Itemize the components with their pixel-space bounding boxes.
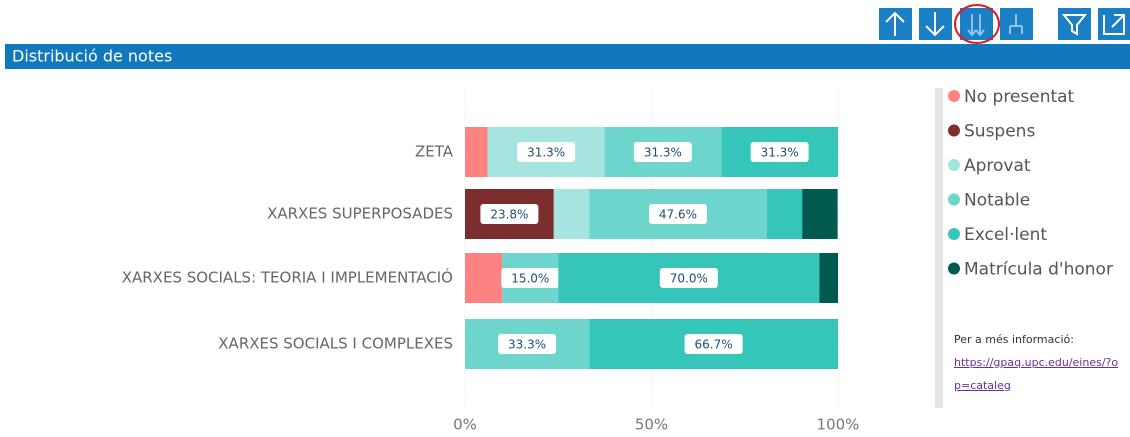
legend-marker	[948, 228, 960, 240]
value-label: 15.0%	[511, 272, 549, 286]
legend-label: Aprovat	[964, 156, 1031, 176]
value-label: 23.8%	[490, 208, 528, 222]
y-tick-label: XARXES SOCIALS I COMPLEXES	[218, 335, 453, 353]
value-label: 47.6%	[659, 208, 697, 222]
x-tick-label: 100%	[817, 416, 860, 434]
value-label-box	[750, 142, 809, 162]
filter-button[interactable]	[1058, 8, 1091, 40]
highlight-circle	[954, 4, 1000, 44]
value-label: 31.3%	[527, 146, 565, 160]
y-tick-label: XARXES SUPERPOSADES	[267, 205, 453, 223]
value-label-box	[480, 204, 539, 224]
y-tick-label: XARXES SOCIALS: TEORIA I IMPLEMENTACIÓ	[122, 268, 453, 287]
bar-segment	[819, 253, 838, 303]
legend-label: Notable	[964, 191, 1030, 211]
value-label: 31.3%	[761, 146, 799, 160]
value-label: 70.0%	[670, 272, 708, 286]
legend-label: Matrícula d'honor	[964, 260, 1113, 280]
info-link[interactable]: https://gpaq.upc.edu/eines/?op=cataleg	[954, 356, 1119, 392]
value-label-box	[633, 142, 692, 162]
drill-all-button[interactable]	[960, 8, 993, 40]
header-bar	[5, 44, 1130, 69]
legend-marker	[948, 193, 960, 206]
toolbar	[879, 8, 1130, 40]
value-label: 66.7%	[695, 338, 733, 352]
value-label-box	[517, 142, 576, 162]
bar-segment	[465, 127, 488, 177]
header-title: Distribució de notes	[12, 47, 172, 66]
legend-marker	[948, 262, 960, 275]
legend-marker	[948, 159, 960, 171]
legend-label: Suspens	[964, 122, 1035, 142]
bar-segment	[766, 189, 803, 239]
value-label-box	[684, 334, 743, 354]
value-label-box	[501, 268, 560, 288]
legend-marker	[948, 90, 960, 102]
value-label: 31.3%	[644, 146, 682, 160]
info-text: Per a més informació:	[954, 333, 1074, 346]
y-tick-label: ZETA	[415, 143, 454, 161]
value-label: 33.3%	[508, 338, 546, 352]
bar-segment	[802, 189, 838, 239]
value-label-box	[648, 204, 707, 224]
legend-label: No presentat	[964, 87, 1075, 107]
bar-segment	[553, 189, 590, 239]
toolbar-icons	[885, 11, 1125, 37]
value-label-box	[659, 268, 718, 288]
scrollbar	[935, 88, 943, 408]
x-tick-label: 0%	[453, 416, 477, 434]
value-label-box	[498, 334, 557, 354]
bar-segment	[465, 253, 503, 303]
info: Per a més informació: https://gpaq.upc.e…	[954, 328, 1124, 397]
x-tick-label: 50%	[635, 416, 668, 434]
legend-marker	[948, 124, 960, 137]
legend-label: Excel·lent	[964, 225, 1047, 245]
